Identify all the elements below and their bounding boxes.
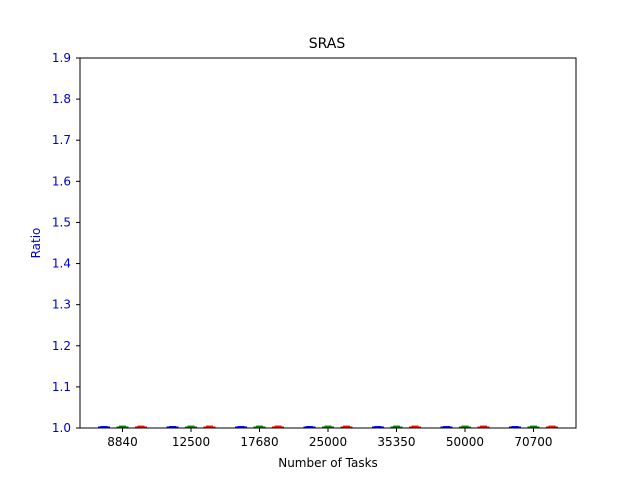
x-axis-label: Number of Tasks [278, 456, 378, 470]
x-tick-label: 17680 [240, 435, 278, 449]
x-tick-label: 50000 [446, 435, 484, 449]
y-tick-label: 1.3 [52, 298, 71, 312]
y-tick-label: 1.6 [52, 174, 71, 188]
y-tick-label: 1.1 [52, 380, 71, 394]
chart-title: SRAS [309, 36, 346, 52]
y-axis-label: Ratio [29, 228, 43, 259]
y-tick-label: 1.4 [52, 257, 71, 271]
y-tick-label: 1.7 [52, 133, 71, 147]
y-axis: 1.0 1.1 1.2 1.3 1.4 1.5 1.6 1.7 1.8 1.9 [52, 51, 80, 435]
x-tick-label: 70700 [514, 435, 552, 449]
y-tick-label: 1.8 [52, 92, 71, 106]
x-axis: 8840 12500 17680 25000 35350 50000 70700 [107, 428, 553, 449]
y-tick-label: 1.2 [52, 339, 71, 353]
y-tick-label: 1.9 [52, 51, 71, 65]
plot-frame [79, 57, 577, 429]
y-tick-label: 1.5 [52, 215, 71, 229]
x-tick-label: 12500 [172, 435, 210, 449]
x-tick-label: 8840 [107, 435, 138, 449]
y-tick-label: 1.0 [52, 421, 71, 435]
x-tick-label: 35350 [377, 435, 415, 449]
x-tick-label: 25000 [309, 435, 347, 449]
